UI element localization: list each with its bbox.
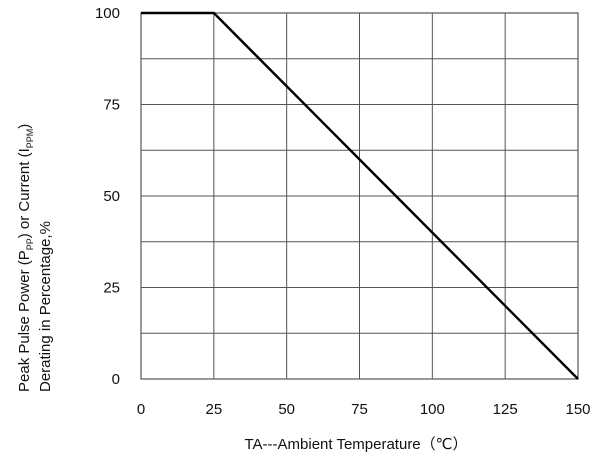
y-axis-title-line1-sub-ppm: PPM <box>25 129 35 149</box>
y-tick-label: 25 <box>103 280 120 297</box>
y-axis-title-line1-b: ) or Current (I <box>16 148 33 238</box>
grid <box>140 12 579 380</box>
y-axis-title-line1-sub-pp: PP <box>25 238 35 250</box>
x-axis-title: TA---Ambient Temperature（℃） <box>244 436 467 453</box>
derating-curve <box>141 11 579 380</box>
x-tick-label: 75 <box>351 401 368 418</box>
x-tick-label: 0 <box>137 401 145 418</box>
y-tick-labels: 0 25 50 75 100 <box>95 5 120 388</box>
y-axis-title: Peak Pulse Power (PPP) or Current (IPPM)… <box>16 124 54 392</box>
x-tick-label: 100 <box>420 401 445 418</box>
x-tick-label: 50 <box>278 401 295 418</box>
y-axis-title-line1-a: Peak Pulse Power (P <box>16 250 33 392</box>
y-tick-label: 0 <box>112 371 120 388</box>
y-tick-label: 100 <box>95 5 120 22</box>
plot-frame <box>140 12 579 380</box>
x-tick-label: 25 <box>205 401 222 418</box>
y-axis-title-line1-c: ) <box>16 124 33 129</box>
y-tick-label: 75 <box>103 97 120 114</box>
svg-text:Peak Pulse Power (PPP) or Curr: Peak Pulse Power (PPP) or Current (IPPM) <box>16 124 35 392</box>
series-layer <box>141 11 579 380</box>
x-tick-label: 125 <box>493 401 518 418</box>
y-axis-title-line2: Derating in Percentage,% <box>37 221 54 392</box>
x-tick-label: 150 <box>565 401 590 418</box>
y-tick-label: 50 <box>103 188 120 205</box>
x-tick-labels: 0 25 50 75 100 125 150 <box>137 401 591 418</box>
